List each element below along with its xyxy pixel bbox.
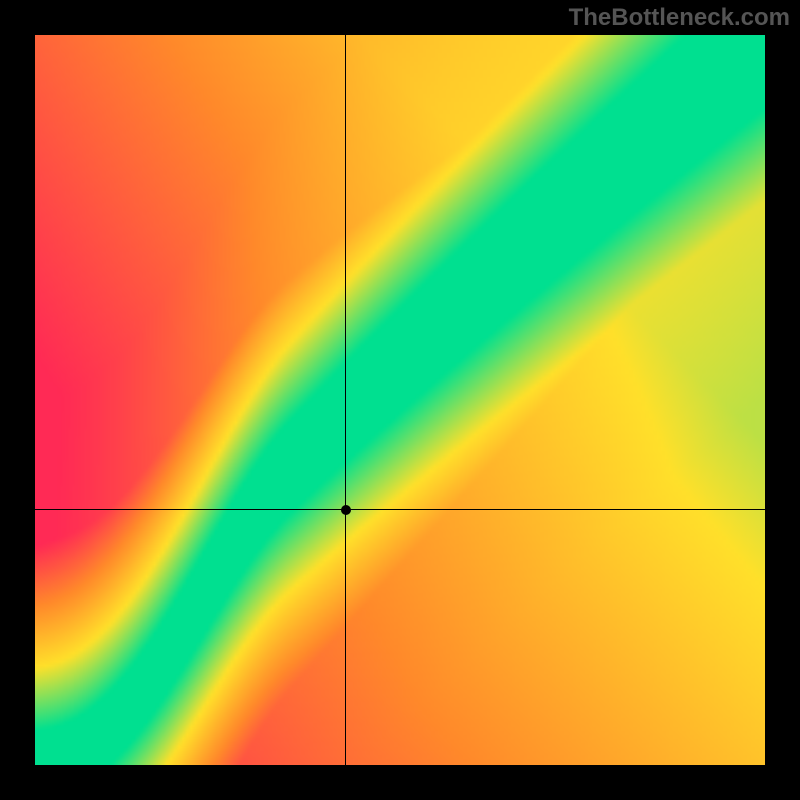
crosshair-horizontal: [35, 509, 765, 510]
heatmap-canvas: [35, 35, 765, 765]
watermark-text: TheBottleneck.com: [569, 4, 790, 32]
chart-container: TheBottleneck.com: [0, 0, 800, 800]
crosshair-vertical: [345, 35, 346, 765]
crosshair-dot: [341, 505, 351, 515]
heatmap-plot: [35, 35, 765, 765]
